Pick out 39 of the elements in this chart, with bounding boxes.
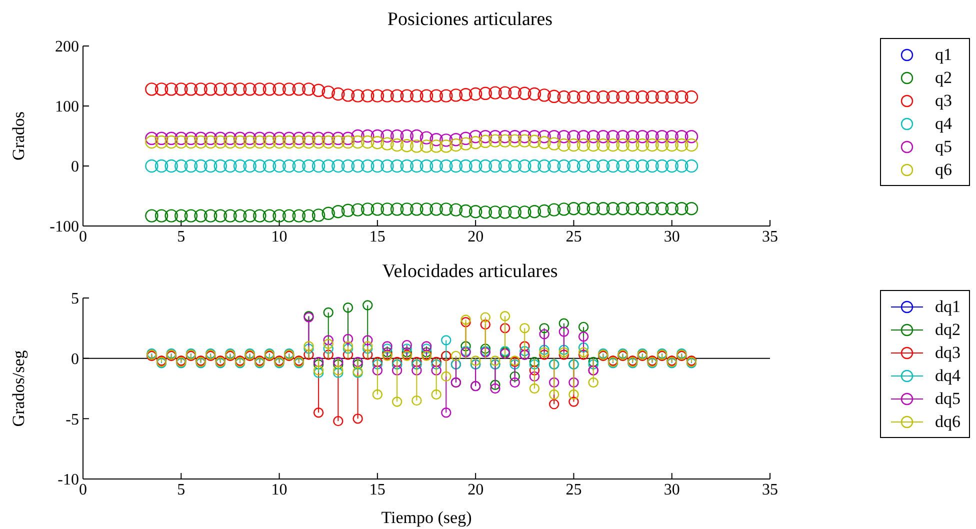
legend-label: q5 xyxy=(935,136,952,156)
y-tick-label: 0 xyxy=(71,158,79,176)
y-tick-label: 0 xyxy=(71,351,79,368)
x-tick-label: 25 xyxy=(566,481,582,498)
x-tick-label: 5 xyxy=(177,228,186,246)
legend-label: dq2 xyxy=(935,320,960,340)
legend-label: dq1 xyxy=(935,296,960,316)
x-axis-title: Tiempo (seg) xyxy=(381,508,472,527)
legend-label: dq5 xyxy=(935,388,960,408)
legend-label: dq6 xyxy=(935,412,960,432)
x-tick-label: 5 xyxy=(177,481,186,498)
x-tick-label: 30 xyxy=(664,481,680,498)
y-axis-title: Grados/seg xyxy=(9,350,28,427)
y-tick-label: 100 xyxy=(55,98,79,116)
y-tick-label: 200 xyxy=(55,38,79,56)
legend-label: dq4 xyxy=(935,366,960,386)
legend-label: q1 xyxy=(935,44,952,64)
x-tick-label: 35 xyxy=(762,481,778,498)
chart-title: Posiciones articulares xyxy=(386,8,554,32)
x-tick-label: 10 xyxy=(271,481,288,498)
x-tick-label: 15 xyxy=(369,481,386,498)
y-tick-label: -5 xyxy=(66,411,79,428)
x-tick-label: 30 xyxy=(664,228,680,246)
legend-label: q6 xyxy=(935,160,952,180)
legend-label: dq3 xyxy=(935,342,960,362)
y-tick-label: 5 xyxy=(71,290,79,308)
legend-label: q4 xyxy=(935,114,952,134)
y-axis-title: Grados xyxy=(9,111,28,161)
x-tick-label: 35 xyxy=(762,228,778,246)
x-tick-label: 20 xyxy=(468,481,484,498)
x-tick-label: 20 xyxy=(468,228,484,246)
legend-label: q2 xyxy=(935,68,952,88)
x-tick-label: 15 xyxy=(369,228,386,246)
legend-label: q3 xyxy=(935,90,952,110)
chart-title: Velocidades articulares xyxy=(381,260,559,284)
x-tick-label: 25 xyxy=(566,228,582,246)
y-tick-label: -100 xyxy=(50,218,79,236)
y-tick-label: -10 xyxy=(58,472,79,489)
x-tick-label: 10 xyxy=(271,228,288,246)
